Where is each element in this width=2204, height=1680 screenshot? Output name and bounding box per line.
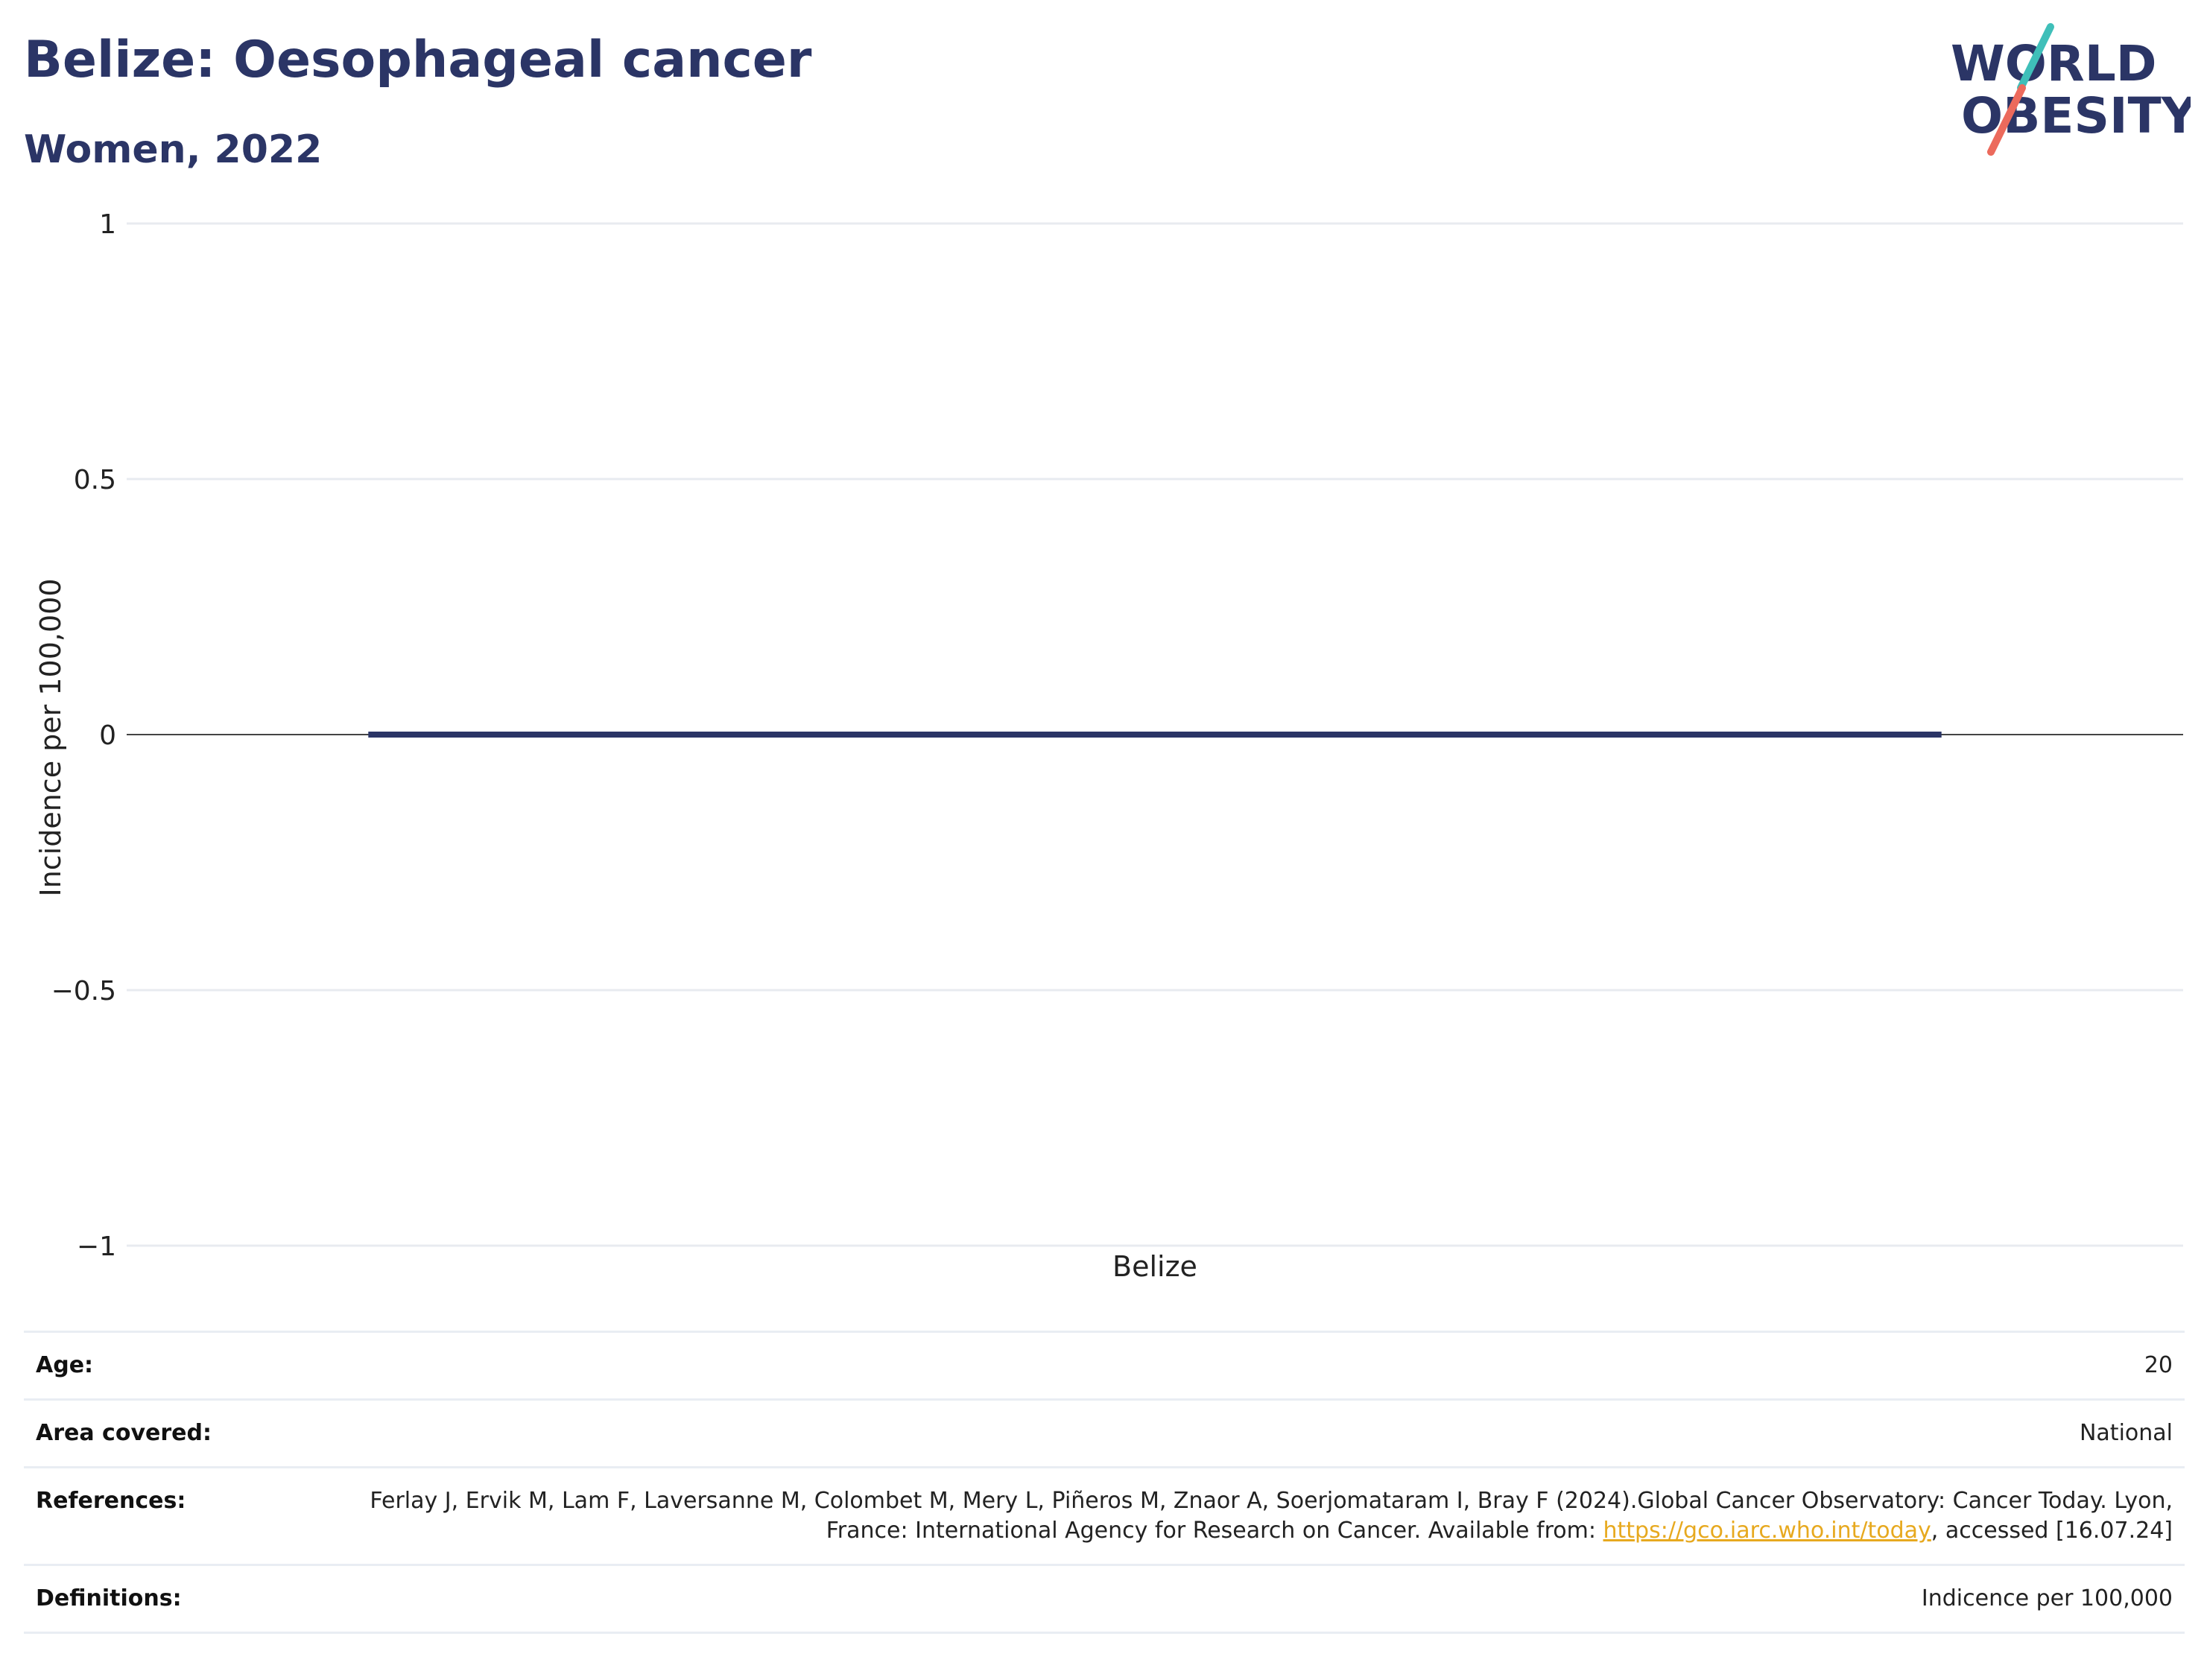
- info-row-area: Area covered: National: [24, 1398, 2185, 1466]
- definitions-label: Definitions:: [36, 1585, 182, 1611]
- area-value: National: [2079, 1420, 2173, 1446]
- references-value: Ferlay J, Ervik M, Lam F, Laversanne M, …: [347, 1486, 2173, 1546]
- bar-chart: 1 0.5 0 −0.5 −1 Belize: [51, 209, 2183, 1283]
- y-axis-title: Incidence per 100,000: [34, 578, 67, 897]
- logo-text-world: WORLD: [1951, 35, 2157, 92]
- definitions-value: Indicence per 100,000: [1921, 1585, 2173, 1611]
- y-tick-label: 0.5: [74, 465, 116, 495]
- info-row-definitions: Definitions: Indicence per 100,000: [24, 1564, 2185, 1634]
- y-tick-labels: 1 0.5 0 −0.5 −1: [51, 209, 116, 1262]
- area-label: Area covered:: [36, 1420, 212, 1446]
- references-link[interactable]: https://gco.iarc.who.int/today: [1603, 1518, 1931, 1544]
- bar-belize: [368, 732, 1942, 738]
- chart-title: Belize: Oesophageal cancer: [24, 31, 812, 89]
- y-tick-label: 1: [99, 209, 116, 240]
- bars: [368, 732, 1942, 738]
- x-tick-labels: Belize: [1112, 1250, 1197, 1283]
- y-tick-label: 0: [99, 720, 116, 751]
- y-tick-label: −1: [77, 1232, 116, 1262]
- x-tick-label: Belize: [1112, 1250, 1197, 1283]
- references-text: Ferlay J, Ervik M, Lam F, Laversanne M, …: [370, 1488, 2173, 1544]
- y-tick-label: −0.5: [51, 976, 116, 1007]
- info-table: Age: 20 Area covered: National Reference…: [24, 1331, 2185, 1634]
- info-row-age: Age: 20: [24, 1331, 2185, 1398]
- info-row-references: References: Ferlay J, Ervik M, Lam F, La…: [24, 1466, 2185, 1564]
- references-label: References:: [36, 1488, 186, 1514]
- y-axis-title-wrap: Incidence per 100,000: [13, 417, 88, 1058]
- age-label: Age:: [36, 1352, 94, 1378]
- logo-slash-teal: [2017, 23, 2054, 92]
- chart-subtitle: Women, 2022: [24, 127, 323, 172]
- logo-slash-coral: [1987, 84, 2026, 156]
- world-obesity-logo: WORLD OBESITY: [1951, 23, 2191, 156]
- references-suffix: , accessed [16.07.24]: [1931, 1518, 2173, 1544]
- age-value: 20: [2144, 1352, 2173, 1378]
